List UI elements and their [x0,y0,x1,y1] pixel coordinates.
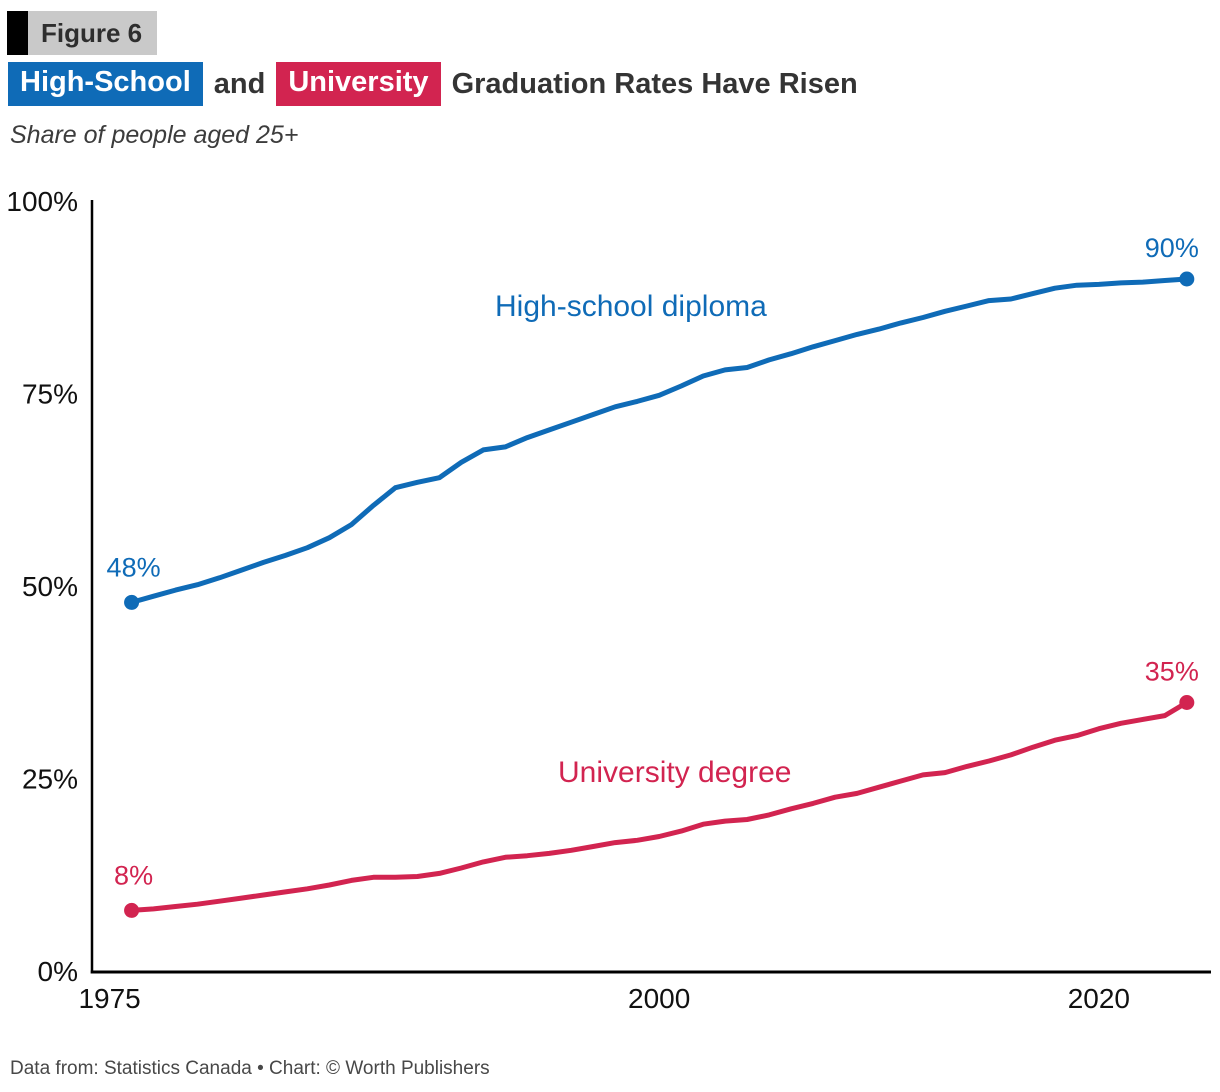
series-start-value-label: 48% [107,552,161,582]
series-end-dot [1179,271,1195,287]
y-tick-label: 25% [22,764,78,795]
series-line [129,276,1190,605]
y-axis-tick-labels: 100% 75% 50% 25% 0% [6,186,78,987]
figure-tag-black-bar [7,11,28,55]
chart-subtitle: Share of people aged 25+ [10,121,299,149]
y-tick-label: 0% [38,956,78,987]
x-tick-label: 1975 [78,983,140,1014]
title-rest: Graduation Rates Have Risen [451,67,858,100]
y-tick-label: 50% [22,571,78,602]
chart-title: High-School and University Graduation Ra… [8,62,858,106]
series-start-dot [124,902,140,918]
x-tick-label: 2000 [628,983,690,1014]
series-annotations: 48% 90% High-school diploma 8% 35% University… [107,233,1199,890]
y-tick-label: 100% [6,186,78,217]
axes [90,200,1211,974]
series-line [129,700,1190,913]
x-tick-label: 2020 [1068,983,1130,1014]
title-highschool-chip: High-School [8,62,203,106]
series-lines [124,271,1195,918]
x-axis-tick-labels: 1975 2000 2020 [78,983,1130,1014]
title-university-chip: University [276,62,441,106]
attribution-footer: Data from: Statistics Canada • Chart: © … [10,1058,490,1079]
y-tick-label: 75% [22,379,78,410]
figure-tag: Figure 6 [7,11,158,55]
title-connector: and [213,67,266,100]
series-start-dot [124,594,140,610]
series-end-value-label: 35% [1145,657,1199,687]
series-start-value-label: 8% [114,860,153,890]
series-name-label: University degree [558,756,791,789]
series-end-dot [1179,695,1195,710]
series-name-label: High-school diploma [495,290,767,323]
figure-number-label: Figure 6 [28,11,158,55]
series-end-value-label: 90% [1145,233,1199,263]
